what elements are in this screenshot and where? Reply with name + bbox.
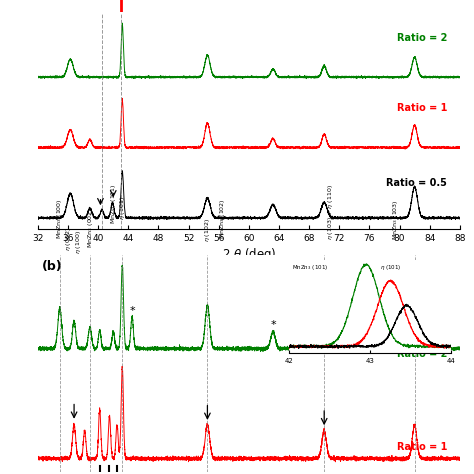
Text: *: * — [430, 307, 436, 317]
Text: $\eta$ (101): $\eta$ (101) — [118, 196, 127, 220]
Text: MnZn$_3$ (101): MnZn$_3$ (101) — [109, 182, 118, 224]
Text: Ratio = 2: Ratio = 2 — [397, 349, 447, 359]
Text: *: * — [129, 306, 135, 316]
Text: (b): (b) — [42, 260, 63, 273]
Text: MnZn$_3$ (100): MnZn$_3$ (100) — [55, 198, 64, 239]
Text: *: * — [270, 320, 276, 330]
Text: $\eta$ (102): $\eta$ (102) — [203, 218, 212, 242]
Text: Ratio = 0.5: Ratio = 0.5 — [386, 178, 447, 188]
Text: $\eta$ (100): $\eta$ (100) — [74, 230, 83, 254]
Text: Ratio = 2: Ratio = 2 — [397, 33, 447, 44]
Text: MnZn$_3$ (002): MnZn$_3$ (002) — [86, 207, 95, 248]
Text: MnZn$_3$ (102): MnZn$_3$ (102) — [218, 198, 227, 239]
Text: $\eta$ (002): $\eta$ (002) — [64, 227, 73, 251]
Text: MnZn$_3$ (103): MnZn$_3$ (103) — [391, 199, 400, 240]
X-axis label: 2 $\theta$ (deg): 2 $\theta$ (deg) — [222, 246, 276, 263]
Text: Ratio = 1: Ratio = 1 — [397, 442, 447, 452]
Text: $\eta$ (103) + $\eta$ (110): $\eta$ (103) + $\eta$ (110) — [326, 184, 335, 240]
Text: Ratio = 1: Ratio = 1 — [397, 102, 447, 112]
